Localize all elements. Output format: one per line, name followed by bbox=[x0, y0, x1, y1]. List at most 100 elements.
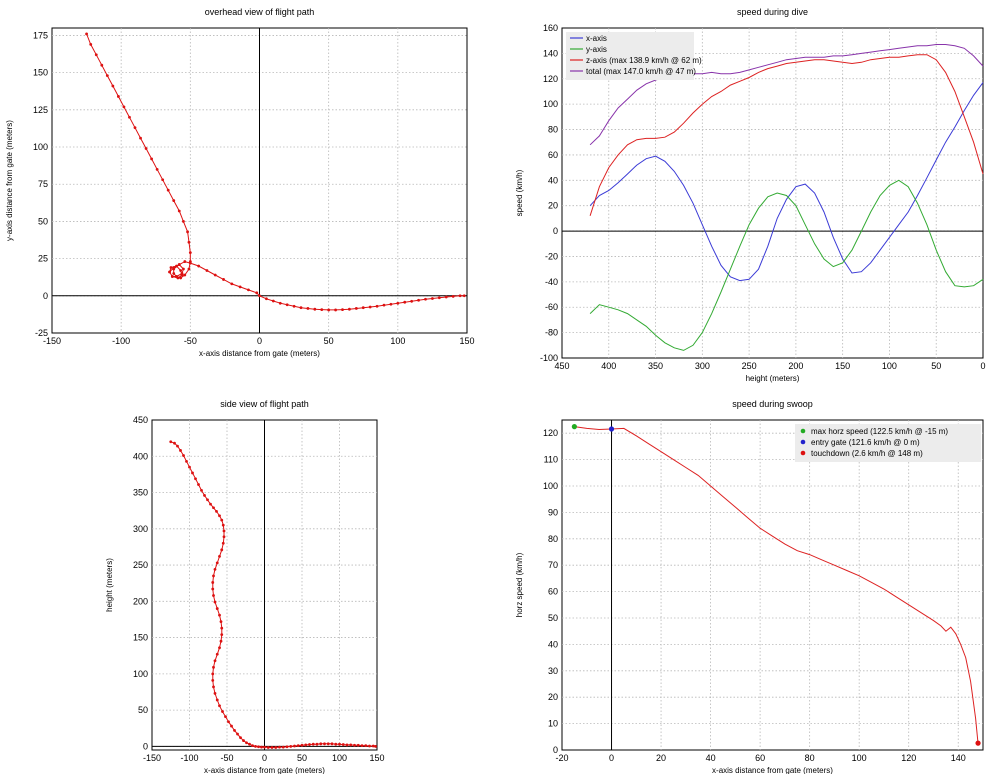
y-tick-label: 100 bbox=[543, 99, 558, 109]
plot-frame bbox=[561, 419, 984, 751]
data-point bbox=[263, 745, 266, 749]
chart-title: overhead view of flight path bbox=[205, 7, 315, 17]
data-point bbox=[219, 620, 223, 624]
data-point bbox=[215, 698, 219, 702]
data-point bbox=[265, 297, 268, 301]
data-point bbox=[311, 742, 315, 746]
data-point bbox=[89, 42, 93, 46]
y-tick-label: 60 bbox=[548, 150, 558, 160]
x-tick-label: 60 bbox=[755, 753, 765, 763]
x-tick-label: 150 bbox=[369, 753, 384, 763]
legend-swatch bbox=[800, 450, 806, 456]
data-point bbox=[194, 477, 197, 481]
data-point bbox=[222, 278, 225, 281]
x-tick-label: -150 bbox=[143, 753, 161, 763]
data-point bbox=[179, 269, 183, 272]
data-point bbox=[218, 554, 221, 558]
legend-box bbox=[795, 424, 981, 462]
data-point bbox=[179, 276, 183, 280]
y-tick-label: 120 bbox=[543, 428, 558, 438]
data-point bbox=[410, 299, 414, 303]
data-point bbox=[170, 275, 174, 278]
data-point bbox=[213, 659, 217, 663]
y-tick-label: 0 bbox=[143, 741, 148, 751]
data-point bbox=[285, 303, 289, 307]
data-point bbox=[345, 743, 349, 747]
marker-point bbox=[608, 426, 615, 432]
x-tick-label: 20 bbox=[656, 753, 666, 763]
data-point bbox=[215, 561, 219, 565]
legend-label: x-axis bbox=[586, 34, 607, 43]
y-tick-label: 50 bbox=[548, 613, 558, 623]
x-tick-label: 150 bbox=[459, 336, 474, 346]
y-tick-label: 75 bbox=[38, 179, 48, 189]
data-point bbox=[374, 744, 377, 748]
data-point bbox=[236, 732, 239, 736]
x-tick-label: 100 bbox=[332, 753, 347, 763]
x-tick-label: 40 bbox=[706, 753, 716, 763]
data-point bbox=[175, 264, 178, 268]
data-point bbox=[270, 746, 274, 749]
data-point bbox=[133, 126, 137, 130]
y-tick-label: 50 bbox=[38, 216, 48, 226]
data-point bbox=[212, 574, 215, 578]
data-point bbox=[371, 744, 375, 748]
legend-label: y-axis bbox=[586, 45, 607, 54]
data-point bbox=[375, 304, 379, 308]
data-point bbox=[220, 626, 224, 630]
data-point bbox=[334, 742, 338, 746]
data-point bbox=[396, 301, 400, 305]
data-point bbox=[341, 308, 344, 312]
data-point bbox=[177, 209, 181, 213]
data-point bbox=[182, 267, 185, 271]
y-tick-label: 40 bbox=[548, 639, 558, 649]
data-point bbox=[128, 115, 131, 119]
data-point bbox=[437, 296, 441, 300]
data-point bbox=[180, 273, 184, 277]
data-point bbox=[169, 266, 173, 269]
y-axis-label: y-axis distance from gate (meters) bbox=[5, 120, 14, 241]
y-tick-label: 90 bbox=[548, 507, 558, 517]
y-tick-label: 120 bbox=[543, 74, 558, 84]
data-point bbox=[323, 742, 326, 746]
x-tick-label: 0 bbox=[609, 753, 614, 763]
x-tick-label: 120 bbox=[901, 753, 916, 763]
x-tick-label: 200 bbox=[788, 361, 803, 371]
data-point bbox=[94, 53, 98, 57]
data-point bbox=[105, 74, 109, 78]
x-tick-label: -20 bbox=[555, 753, 568, 763]
data-point bbox=[187, 267, 191, 271]
x-tick-label: 0 bbox=[262, 753, 267, 763]
data-point bbox=[368, 305, 372, 309]
data-point bbox=[211, 672, 215, 676]
x-tick-label: 50 bbox=[931, 361, 941, 371]
data-point bbox=[212, 685, 215, 689]
data-point bbox=[188, 261, 192, 265]
data-point bbox=[334, 308, 337, 312]
x-tick-label: -100 bbox=[180, 753, 198, 763]
x-tick-label: 100 bbox=[882, 361, 897, 371]
data-point bbox=[254, 744, 257, 748]
x-tick-label: 350 bbox=[648, 361, 663, 371]
data-point bbox=[251, 744, 254, 748]
data-point bbox=[299, 306, 303, 310]
data-point bbox=[220, 633, 224, 637]
data-point bbox=[258, 294, 261, 298]
x-tick-label: -100 bbox=[112, 336, 130, 346]
data-point bbox=[221, 541, 225, 545]
y-axis-label: height (meters) bbox=[105, 558, 114, 612]
data-point bbox=[248, 742, 251, 746]
data-point bbox=[166, 188, 170, 192]
marker-point bbox=[571, 424, 577, 430]
data-point bbox=[300, 743, 304, 747]
y-tick-label: 100 bbox=[133, 669, 148, 679]
y-tick-label: 40 bbox=[548, 175, 558, 185]
data-point bbox=[176, 276, 180, 280]
data-point bbox=[173, 441, 176, 445]
data-point bbox=[444, 295, 448, 299]
y-tick-label: 100 bbox=[33, 142, 48, 152]
data-point bbox=[218, 704, 221, 708]
data-point bbox=[182, 454, 185, 457]
legend-label: max horz speed (122.5 km/h @ -15 m) bbox=[811, 427, 948, 436]
data-point bbox=[221, 710, 224, 713]
